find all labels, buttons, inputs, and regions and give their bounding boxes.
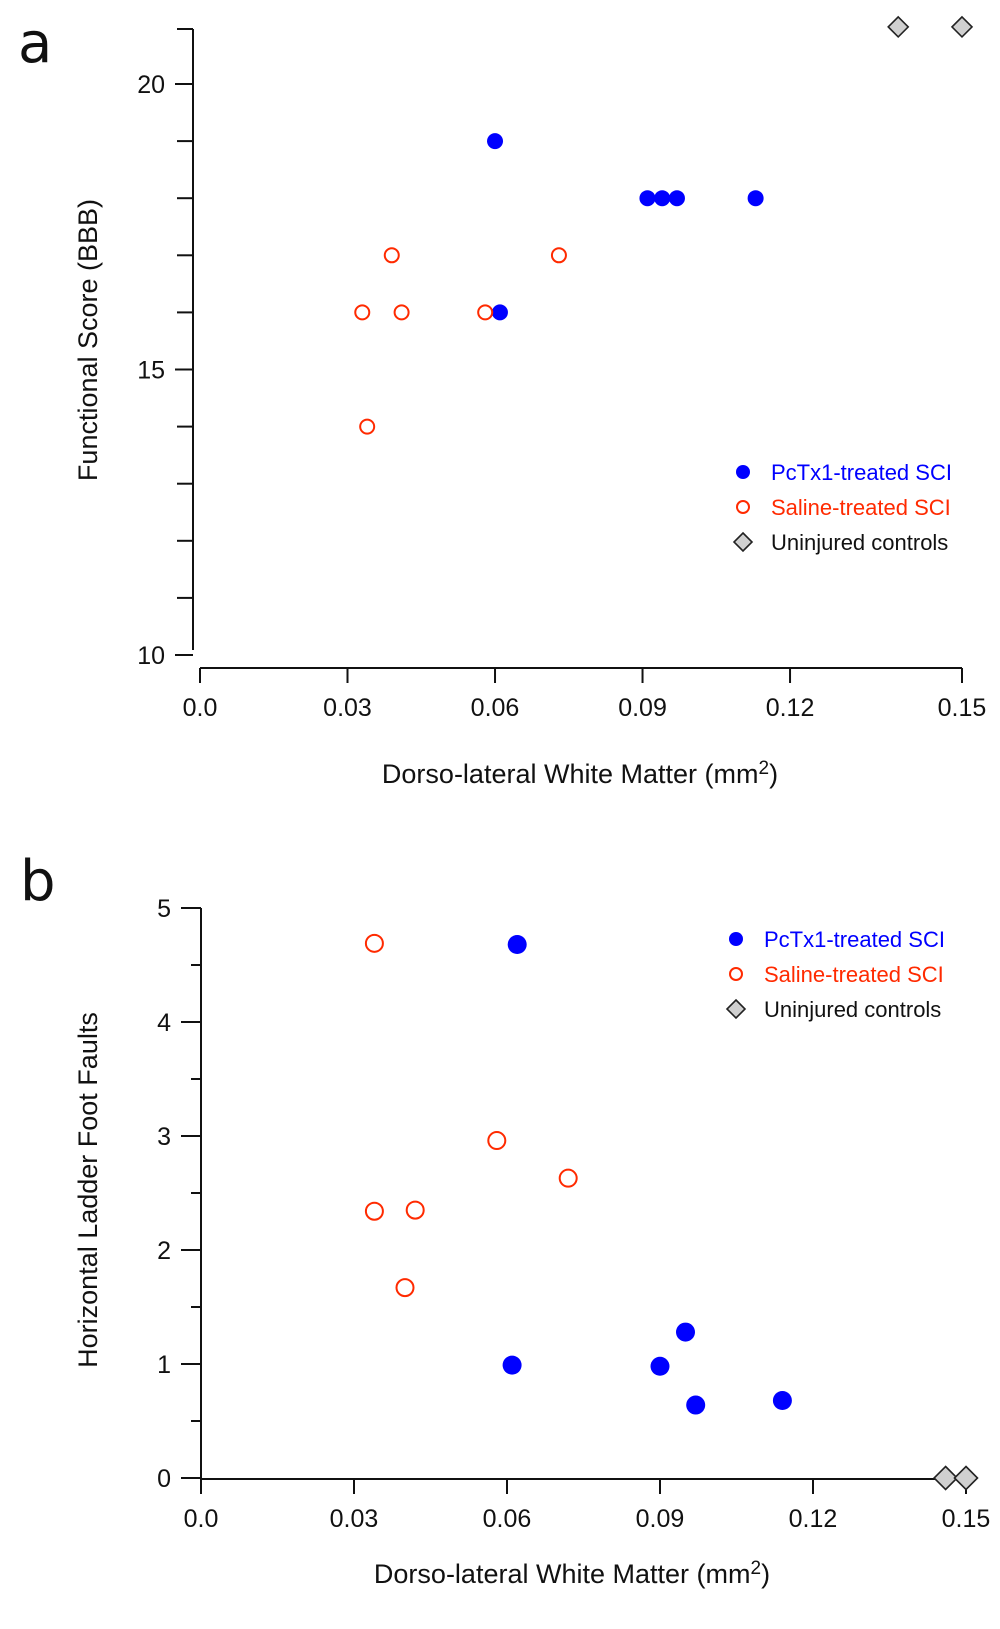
x-tick-label: 0.06	[483, 1505, 532, 1533]
point-saline-treated-sci	[393, 304, 410, 321]
legend-marker-pctx1-treated-sci	[729, 932, 743, 946]
point-pctx1-treated-sci	[487, 133, 504, 150]
x-tick-label: 0.15	[942, 1505, 991, 1533]
x-axis-title-b: Dorso-lateral White Matter (mm2)	[374, 1558, 770, 1589]
point-saline-treated-sci	[364, 1201, 384, 1221]
x-axis-a: 0.0 0.03 0.06 0.09 0.12 0.15	[183, 667, 987, 722]
legend-label: PcTx1-treated SCI	[771, 460, 952, 485]
point-pctx1-treated-sci	[668, 190, 685, 207]
legend-item-uninjured-controls: Uninjured controls	[725, 997, 941, 1022]
point-uninjured-controls	[953, 1465, 979, 1491]
data-points-a	[354, 15, 974, 435]
legend-item-saline-treated-sci: Saline-treated SCI	[736, 495, 951, 520]
x-tick-label: 0.12	[766, 694, 815, 722]
y-axis-b: 0 1 2 3 4 5	[157, 895, 202, 1493]
y-axis-title-a: Functional Score (BBB)	[73, 199, 103, 481]
x-tick-label: 0.0	[183, 694, 218, 722]
legend-label: PcTx1-treated SCI	[764, 927, 945, 952]
point-pctx1-treated-sci	[686, 1395, 706, 1415]
x-tick-label: 0.06	[471, 694, 520, 722]
y-tick-label: 10	[137, 642, 165, 670]
point-saline-treated-sci	[477, 304, 494, 321]
point-saline-treated-sci	[487, 1131, 507, 1151]
y-tick-label: 0	[157, 1465, 171, 1493]
y-tick-label: 2	[157, 1237, 171, 1265]
chart-panel-b: b 0 1 2 3 4 5 0.0 0.03 0.06 0.09 0.12 0.15 Horizon…	[20, 849, 990, 1589]
point-pctx1-treated-sci	[676, 1322, 695, 1342]
y-tick-label: 20	[137, 71, 165, 99]
x-tick-label: 0.03	[323, 694, 372, 722]
legend-label: Uninjured controls	[771, 530, 948, 555]
legend-marker-saline-treated-sci	[736, 500, 750, 514]
legend-label: Saline-treated SCI	[764, 962, 944, 987]
legend-b: PcTx1-treated SCI Saline-treated SCI Uninj…	[725, 927, 945, 1022]
point-pctx1-treated-sci	[502, 1355, 522, 1375]
legend-item-uninjured-controls: Uninjured controls	[732, 530, 948, 555]
x-tick-label: 0.09	[618, 694, 667, 722]
point-pctx1-treated-sci	[507, 934, 527, 954]
point-saline-treated-sci	[354, 304, 371, 321]
y-tick-label: 5	[157, 895, 171, 923]
point-saline-treated-sci	[550, 247, 567, 264]
y-tick-label: 15	[137, 357, 165, 385]
legend-item-pctx1-treated-sci: PcTx1-treated SCI	[736, 460, 952, 485]
point-saline-treated-sci	[364, 933, 384, 953]
y-tick-label: 3	[157, 1123, 171, 1151]
legend-item-saline-treated-sci: Saline-treated SCI	[729, 962, 944, 987]
point-pctx1-treated-sci	[639, 190, 656, 207]
point-uninjured-controls	[950, 15, 974, 39]
y-tick-label: 4	[157, 1009, 171, 1037]
panel-label-b: b	[20, 849, 56, 914]
point-pctx1-treated-sci	[491, 304, 508, 321]
x-axis-b: 0.0 0.03 0.06 0.09 0.12 0.15	[181, 1477, 991, 1533]
chart-panel-a: a 10 15 20 0.0 0.03 0.06 0.09 0.12 0.15 Functio…	[18, 11, 986, 789]
x-tick-label: 0.12	[789, 1505, 838, 1533]
legend-item-pctx1-treated-sci: PcTx1-treated SCI	[729, 927, 945, 952]
x-tick-label: 0.15	[938, 694, 987, 722]
point-uninjured-controls	[932, 1465, 959, 1491]
point-saline-treated-sci	[405, 1200, 425, 1220]
x-axis-title-a: Dorso-lateral White Matter (mm2)	[382, 758, 778, 789]
legend-marker-uninjured-controls	[725, 998, 747, 1020]
y-axis-title-b: Horizontal Ladder Foot Faults	[73, 1012, 103, 1368]
point-pctx1-treated-sci	[772, 1390, 792, 1410]
x-tick-label: 0.03	[330, 1505, 379, 1533]
y-axis-a: 10 15 20	[137, 28, 194, 670]
point-saline-treated-sci	[558, 1168, 578, 1188]
y-tick-label: 1	[157, 1351, 171, 1379]
point-uninjured-controls	[887, 15, 910, 39]
point-saline-treated-sci	[359, 418, 376, 435]
point-pctx1-treated-sci	[650, 1356, 670, 1376]
x-tick-label: 0.09	[636, 1505, 685, 1533]
legend-label: Uninjured controls	[764, 997, 941, 1022]
point-saline-treated-sci	[395, 1278, 415, 1298]
point-saline-treated-sci	[383, 247, 400, 264]
legend-marker-pctx1-treated-sci	[736, 465, 750, 479]
legend-a: PcTx1-treated SCI Saline-treated SCI Uninj…	[732, 460, 952, 555]
point-pctx1-treated-sci	[747, 190, 764, 207]
panel-label-a: a	[18, 11, 52, 76]
legend-marker-uninjured-controls	[732, 531, 754, 553]
point-pctx1-treated-sci	[654, 190, 671, 207]
legend-label: Saline-treated SCI	[771, 495, 951, 520]
x-tick-label: 0.0	[184, 1505, 219, 1533]
data-points-b	[364, 933, 979, 1491]
legend-marker-saline-treated-sci	[729, 967, 743, 981]
